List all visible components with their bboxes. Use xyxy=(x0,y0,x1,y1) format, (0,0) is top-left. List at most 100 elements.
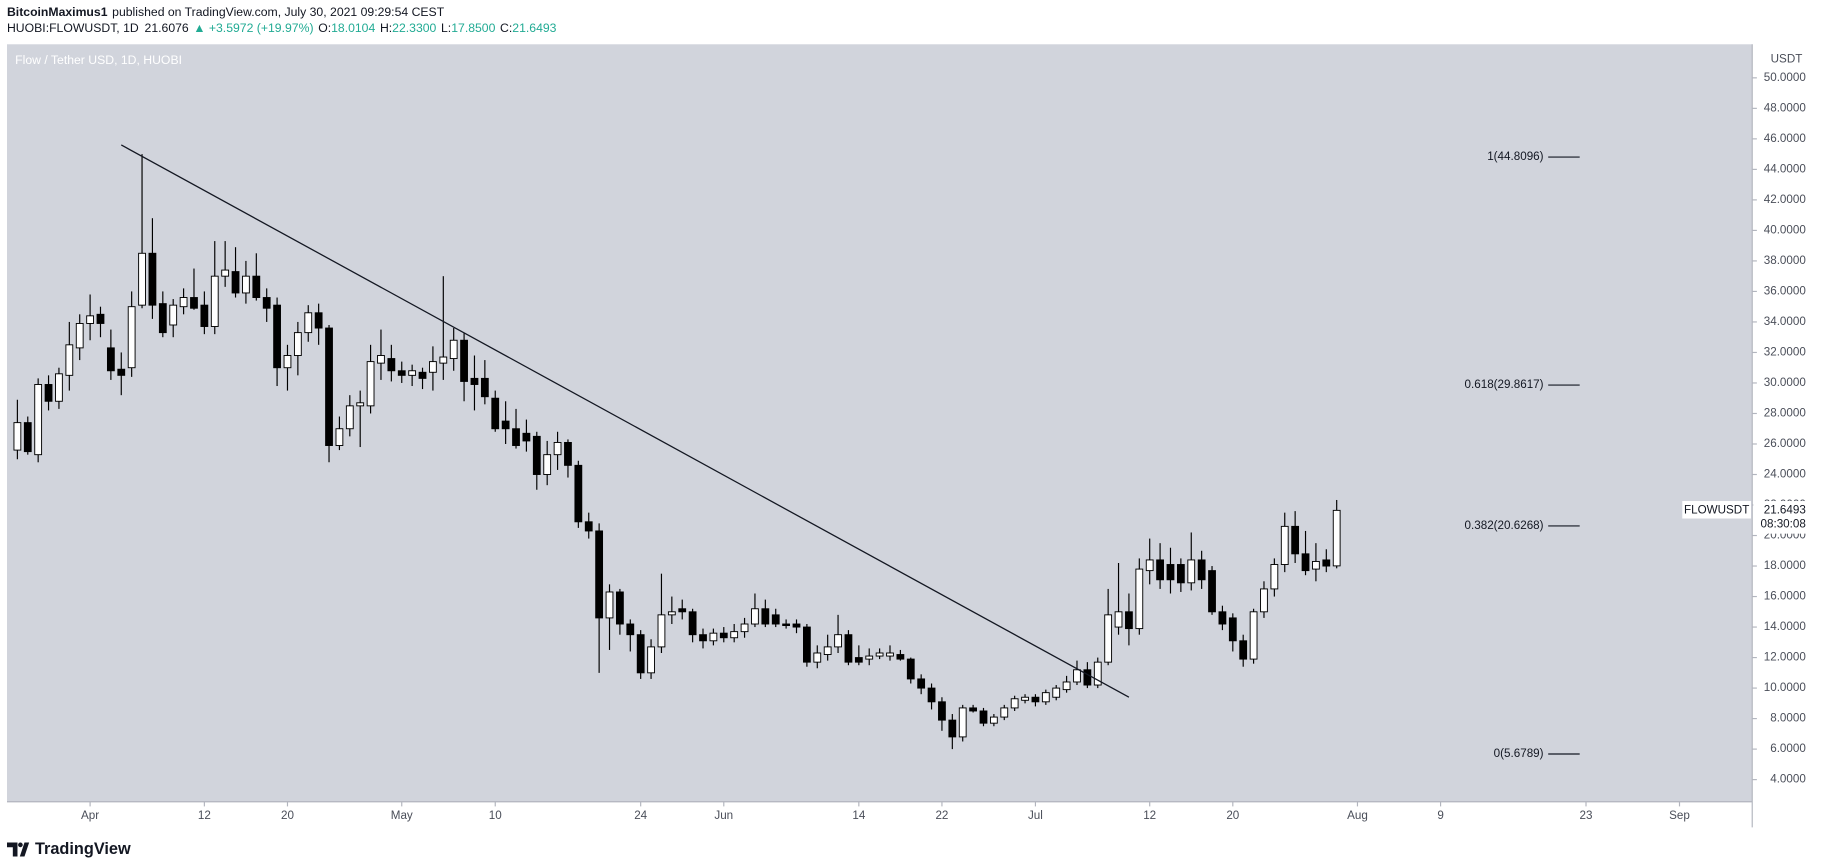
candle-body xyxy=(792,623,801,628)
x-tick-label: Aug xyxy=(1347,809,1368,822)
candle-body xyxy=(751,608,759,625)
fib-label: 0(5.6789) xyxy=(1494,747,1544,760)
candle-body xyxy=(844,634,853,663)
candle-body xyxy=(886,652,894,657)
x-tick-label: 20 xyxy=(281,809,294,822)
y-tick-label: 14.0000 xyxy=(1764,620,1807,633)
logo-mark xyxy=(6,842,30,857)
candle-body xyxy=(86,315,94,324)
candle-body xyxy=(138,252,146,306)
y-tick-label: 18.0000 xyxy=(1764,559,1807,572)
candle-body xyxy=(65,344,74,376)
publish-line: BitcoinMaximus1 published on TradingView.… xyxy=(7,5,445,19)
x-tick-label: May xyxy=(391,809,413,822)
candle-body xyxy=(262,297,271,309)
candle-body xyxy=(158,303,167,334)
candle-body xyxy=(647,646,655,674)
ohlc-value: 21.6493 xyxy=(512,21,556,35)
candle-body xyxy=(314,312,323,329)
candle-body xyxy=(1208,570,1216,613)
candle-body xyxy=(543,454,552,475)
candle-body xyxy=(460,339,468,382)
y-tick-label: 10.0000 xyxy=(1764,681,1807,694)
brand-name: TradingView xyxy=(35,840,131,858)
y-tick-label: 24.0000 xyxy=(1764,468,1807,481)
x-tick-label: Apr xyxy=(81,809,99,822)
ohlc-value: 22.3300 xyxy=(392,21,436,35)
candle-body xyxy=(325,327,333,446)
candle-body xyxy=(127,306,136,369)
candle-body xyxy=(148,252,157,306)
candle-body xyxy=(356,402,365,407)
candle-body xyxy=(470,377,479,385)
candle-body xyxy=(231,271,240,294)
y-tick-label: 46.0000 xyxy=(1764,132,1807,145)
candle-body xyxy=(522,432,531,442)
ohlc-value: 17.8500 xyxy=(451,21,495,35)
y-tick-label: 16.0000 xyxy=(1764,590,1807,603)
candle-body xyxy=(1197,559,1206,581)
candle-body xyxy=(1280,525,1289,565)
candle-body xyxy=(179,297,188,308)
candle-body xyxy=(418,371,427,379)
ohlc-label: L: xyxy=(441,21,451,35)
candle-body xyxy=(1073,669,1081,683)
x-tick-label: 12 xyxy=(1143,809,1156,822)
y-tick-label: 12.0000 xyxy=(1764,651,1807,664)
ohlc-label: C: xyxy=(500,21,512,35)
candle-body xyxy=(979,710,988,724)
candle-body xyxy=(1156,559,1164,581)
ohlc-value: 18.0104 xyxy=(331,21,375,35)
x-tick-label: Jul xyxy=(1028,809,1043,822)
candle-body xyxy=(34,384,43,456)
candle-body xyxy=(605,591,614,619)
symbol: HUOBI:FLOWUSDT, 1D xyxy=(7,21,139,35)
candle-body xyxy=(616,591,624,625)
candle-body xyxy=(678,608,687,613)
y-tick-label: 6.0000 xyxy=(1770,742,1806,755)
brand-logo: TradingView xyxy=(6,840,131,858)
x-tick-label: 9 xyxy=(1437,809,1443,822)
y-tick-label: 36.0000 xyxy=(1764,285,1807,298)
trendline xyxy=(120,144,1130,698)
candle-body xyxy=(1270,564,1279,590)
candle-body xyxy=(813,652,822,663)
candle-body xyxy=(1062,681,1071,691)
candle-body xyxy=(96,313,105,324)
candle-body xyxy=(574,464,583,523)
x-tick-label: 14 xyxy=(852,809,865,822)
candle-body xyxy=(958,707,967,738)
candle-body xyxy=(1083,669,1092,686)
candle-body xyxy=(1114,611,1123,628)
candle-body xyxy=(429,361,437,373)
candle-body xyxy=(969,707,977,712)
countdown: 08:30:08 xyxy=(1761,517,1806,530)
candle-body xyxy=(13,422,22,451)
candle-body xyxy=(439,356,448,364)
candle-body xyxy=(283,355,292,369)
chart-title: Flow / Tether USD, 1D, HUOBI xyxy=(15,53,182,67)
candle-body xyxy=(449,339,458,360)
candle-body xyxy=(491,397,500,430)
symbol-label: FLOWUSDT xyxy=(1684,503,1749,516)
logo-dot xyxy=(18,842,23,848)
candle-body xyxy=(200,304,209,327)
price-unit: USDT xyxy=(1771,53,1803,66)
candle-body xyxy=(1249,611,1258,660)
candle-body xyxy=(408,370,417,376)
candle-body xyxy=(210,275,219,327)
candle-body xyxy=(595,530,604,619)
fib-label: 0.618(29.8617) xyxy=(1465,378,1544,391)
candle-body xyxy=(823,646,832,655)
candle-body xyxy=(1312,560,1320,570)
candle-body xyxy=(927,687,936,703)
y-tick-label: 40.0000 xyxy=(1764,223,1807,236)
candle-body xyxy=(730,631,739,639)
candle-body xyxy=(948,719,957,738)
candle-body xyxy=(719,632,728,639)
candle-body xyxy=(626,623,635,636)
candle-body xyxy=(553,441,562,456)
price-label: 21.6493 xyxy=(1764,503,1806,516)
last-price: 21.6076 xyxy=(145,21,189,35)
